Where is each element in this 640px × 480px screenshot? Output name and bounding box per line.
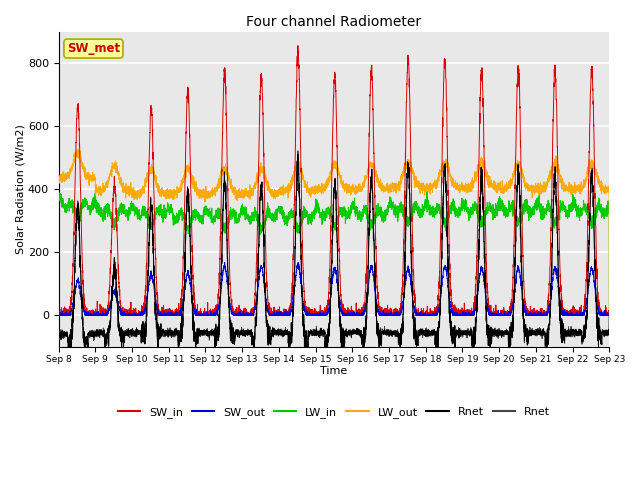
- X-axis label: Time: Time: [321, 366, 348, 376]
- Text: SW_met: SW_met: [67, 42, 120, 55]
- Y-axis label: Solar Radiation (W/m2): Solar Radiation (W/m2): [15, 124, 25, 254]
- Legend: SW_in, SW_out, LW_in, LW_out, Rnet, Rnet: SW_in, SW_out, LW_in, LW_out, Rnet, Rnet: [114, 403, 554, 423]
- Title: Four channel Radiometer: Four channel Radiometer: [246, 15, 422, 29]
